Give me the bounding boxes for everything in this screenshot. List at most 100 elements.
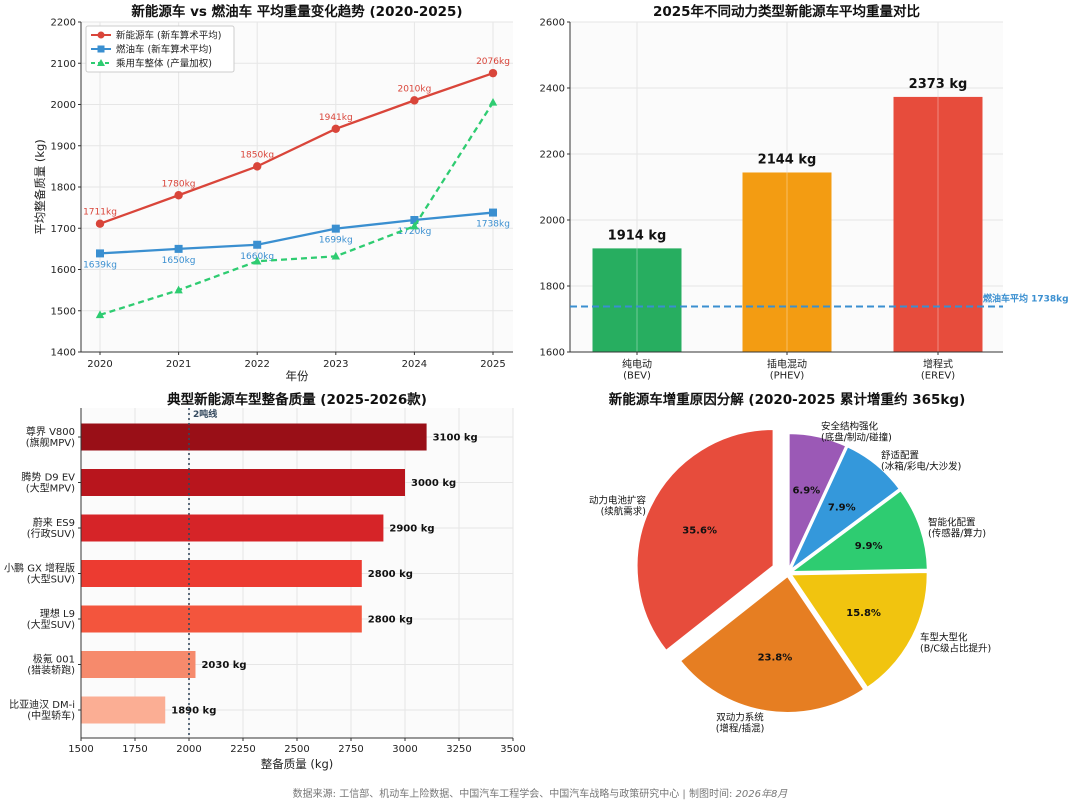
data-label: 1711kg — [83, 208, 117, 218]
data-point — [331, 251, 340, 260]
bar-chart-powertrain-weight: 1600 1800 2000 2200 2400 2600 2025年不同动力类型新能源车平… — [540, 3, 1069, 382]
x-axis-label: 年份 — [286, 369, 309, 383]
data-point — [410, 221, 419, 230]
x-tick-label: 1750 — [122, 744, 147, 755]
data-point — [253, 162, 262, 171]
x-tick-label: 2500 — [284, 744, 309, 755]
data-point — [331, 224, 340, 233]
y-tick-label: 2000 — [51, 100, 76, 111]
pie-pct-label: 35.6% — [682, 526, 717, 537]
legend-marker — [97, 45, 105, 53]
pie-slice — [635, 428, 775, 653]
y-tick-label: 腾势 D9 EV (大型MPV) — [21, 471, 75, 495]
data-label: 1720kg — [397, 227, 431, 237]
bar-value-label: 3100 kg — [433, 433, 478, 444]
hbar-chart-model-weight: 1500 1750 2000 2250 2500 2750 3000 3250 3500 典型新能… — [4, 391, 526, 771]
x-tick-label: 2023 — [323, 359, 348, 370]
bar-value-label: 2144 kg — [758, 152, 817, 167]
footer-text: 数据来源: 工信部、机动车上险数据、中国汽车工程学会、中国汽车战略与政策研究中心… — [293, 787, 789, 800]
pie-slice — [788, 570, 929, 690]
y-tick-label: 2100 — [51, 59, 76, 70]
legend-label: 乘用车整体 (产量加权) — [116, 58, 212, 70]
data-point — [410, 96, 419, 105]
x-tick-label: 2000 — [176, 744, 201, 755]
y-tick-label: 1900 — [51, 141, 76, 152]
data-point — [253, 256, 262, 265]
data-point — [488, 97, 498, 106]
pie-slice — [678, 574, 866, 714]
y-tick-label: 比亚迪汉 DM-i (中型轿车) — [9, 699, 75, 722]
data-point — [331, 124, 340, 134]
x-tick-label: 2022 — [244, 359, 269, 370]
bar-value-label: 2030 kg — [201, 660, 246, 671]
x-tick-label: 增程式(EREV) — [921, 358, 955, 382]
bar — [893, 96, 983, 352]
data-label: 1699kg — [319, 236, 353, 246]
y-tick-label: 极氪 001 (猎装轿跑) — [27, 653, 75, 677]
bar-value-label: 2373 kg — [909, 77, 968, 92]
pie-pct-label: 15.8% — [846, 608, 881, 619]
pie-label: 车型大型化(B/C级占比提升) — [920, 632, 991, 655]
y-tick-label: 尊界 V800 (旗舰MPV) — [26, 425, 75, 449]
bar — [81, 423, 427, 451]
y-tick-label: 理想 L9 (大型SUV) — [27, 607, 75, 631]
pie-chart-weight-causes: 新能源车增重原因分解 (2020-2025 累计增重约 365kg) 6.9% 安全… — [589, 391, 991, 735]
bar-value-label: 1914 kg — [608, 228, 667, 243]
x-tick-label: 2250 — [230, 744, 255, 755]
data-point — [174, 285, 183, 294]
data-label: 2076kg — [476, 57, 510, 67]
x-tick-label: 2750 — [338, 744, 363, 755]
legend-label: 燃油车 (新车算术平均) — [116, 44, 212, 56]
y-tick-label: 1600 — [540, 348, 565, 359]
data-point — [253, 240, 262, 249]
line-chart-weight-trend: 1400 1500 1600 1700 1800 1900 2000 2100 2200 2020… — [33, 3, 513, 383]
y-tick-label: 蔚来 ES9 (行政SUV) — [27, 517, 75, 540]
data-label: 2010kg — [397, 84, 431, 94]
pie-label: 安全结构强化(底盘/制动/碰撞) — [821, 421, 892, 444]
x-tick-label: 3500 — [500, 744, 525, 755]
y-tick-label: 2000 — [540, 216, 565, 227]
x-tick-label: 3250 — [446, 744, 471, 755]
x-axis-label: 整备质量 (kg) — [261, 757, 334, 771]
y-tick-label: 2200 — [540, 150, 565, 161]
bar — [81, 605, 362, 633]
data-point — [410, 216, 419, 224]
footer: 数据来源: 工信部、机动车上险数据、中国汽车工程学会、中国汽车战略与政策研究中心… — [293, 787, 789, 800]
footer-source: 数据来源: 工信部、机动车上险数据、中国汽车工程学会、中国汽车战略与政策研究中心… — [293, 787, 736, 800]
y-tick-label: 2400 — [540, 84, 565, 95]
pie-label: 动力电池扩容(续航需求) — [589, 495, 647, 518]
pie-label: 双动力系统(增程/插混) — [716, 712, 765, 735]
chart-title: 新能源车增重原因分解 (2020-2025 累计增重约 365kg) — [609, 391, 966, 408]
pie-label: 智能化配置(传感器/算力) — [928, 517, 986, 540]
reference-line-label: 燃油车平均 1738kg — [983, 292, 1069, 304]
chart-title: 新能源车 vs 燃油车 平均重量变化趋势 (2020-2025) — [131, 3, 462, 20]
data-point — [488, 68, 498, 78]
y-tick-label: 2600 — [540, 18, 565, 29]
bar-value-label: 2900 kg — [389, 524, 434, 535]
pie-slice — [788, 445, 902, 572]
x-tick-label: 2025 — [480, 359, 505, 370]
data-label: 1738kg — [476, 220, 510, 230]
x-tick-label: 2020 — [87, 359, 112, 370]
bar-value-label: 2800 kg — [368, 615, 413, 626]
legend-marker — [97, 31, 105, 39]
bar-value-label: 2800 kg — [368, 569, 413, 580]
pie-pct-label: 9.9% — [855, 541, 883, 552]
bar — [81, 560, 362, 587]
bar — [742, 172, 832, 352]
bar — [81, 696, 166, 724]
data-label: 1941kg — [319, 113, 353, 123]
bar — [81, 651, 196, 678]
legend-marker — [97, 59, 105, 66]
pie-slice — [787, 488, 929, 574]
bar-value-label: 3000 kg — [411, 478, 456, 489]
legend: 新能源车 (新车算术平均) 燃油车 (新车算术平均) 乘用车整体 (产量加权) — [85, 25, 235, 73]
pie-pct-label: 23.8% — [758, 653, 793, 664]
legend-box — [85, 25, 235, 73]
series-line — [99, 101, 494, 316]
y-tick-label: 2200 — [51, 18, 76, 29]
data-point — [489, 208, 497, 217]
y-axis-label: 平均整备质量 (kg) — [33, 139, 47, 235]
x-tick-label: 2021 — [166, 359, 191, 370]
